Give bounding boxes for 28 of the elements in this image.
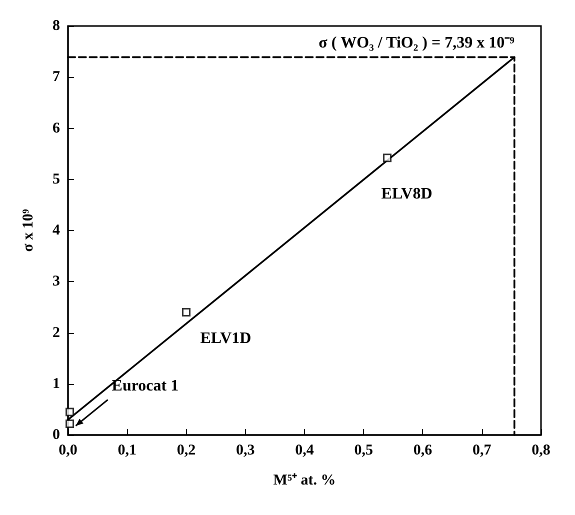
y-tick-label: 0: [52, 427, 60, 443]
y-tick-label: 1: [52, 376, 60, 392]
y-tick-label: 5: [52, 171, 60, 188]
y-tick-label: 8: [52, 18, 60, 34]
x-tick-label: 0,6: [413, 442, 433, 458]
point: [383, 154, 392, 162]
point: [66, 408, 74, 416]
y-tick-label: 4: [52, 222, 60, 238]
point: [182, 308, 190, 317]
y-axis-title: σ x 10⁹: [20, 208, 36, 252]
x-tick-label: 0,1: [118, 442, 136, 458]
x-tick-label: 0,2: [176, 442, 196, 458]
annotation: ELV1D: [200, 330, 252, 347]
x-tick-label: 0,3: [236, 442, 255, 458]
point: [66, 420, 74, 428]
x-tick-label: 0,7: [472, 442, 492, 458]
x-tick-label: 0,0: [58, 442, 78, 458]
y-tick-label: 3: [52, 274, 60, 290]
y-tick-label: 2: [52, 324, 60, 341]
x-axis-title: M⁵⁺ at. %: [273, 472, 336, 488]
annotation: σ ( WO₃ / TiO₂ ) = 7,39 x 10⁻⁹: [318, 34, 515, 52]
x-tick-label: 0,4: [295, 442, 314, 458]
x-tick-label: 0,8: [532, 442, 550, 458]
y-tick-label: 6: [52, 120, 60, 136]
x-tick-label: 0,5: [354, 442, 373, 458]
y-tick-label: 7: [52, 69, 60, 86]
annotation: Eurocat 1: [112, 377, 179, 394]
annotation: ELV8D: [381, 185, 432, 202]
